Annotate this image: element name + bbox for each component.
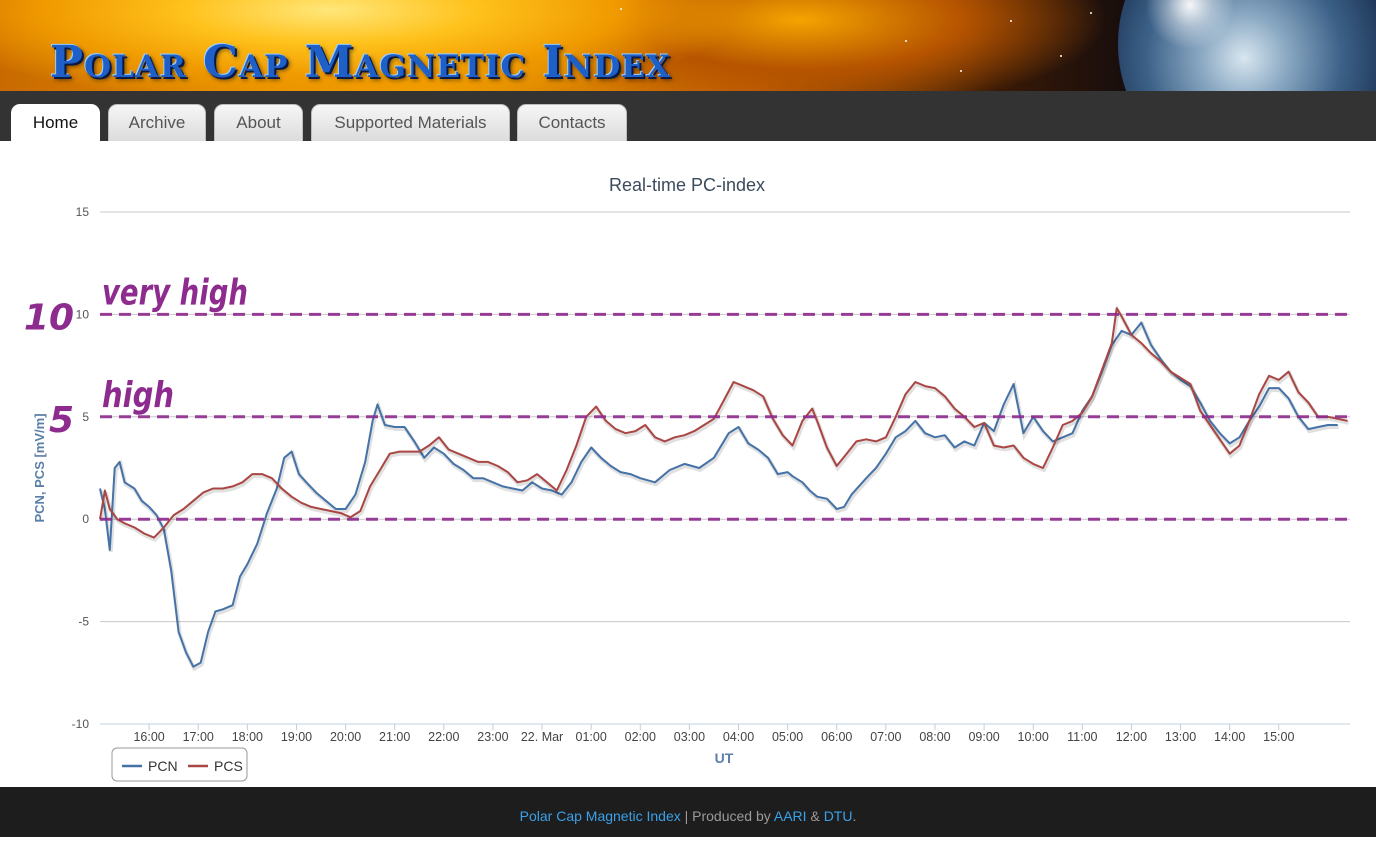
y-tick-label: 10 — [76, 307, 90, 321]
footer: Polar Cap Magnetic Index | Produced by A… — [0, 787, 1376, 837]
x-tick-label: 18:00 — [232, 730, 263, 744]
footer-amp: & — [806, 808, 824, 824]
x-tick-label: 07:00 — [870, 730, 901, 744]
x-tick-label: 20:00 — [330, 730, 361, 744]
series-shadow-pcn — [99, 320, 1339, 672]
tab-contacts[interactable]: Contacts — [517, 104, 627, 141]
header-banner: Polar Cap Magnetic Index — [0, 0, 1376, 91]
x-tick-label: 16:00 — [133, 730, 164, 744]
x-tick-label: 04:00 — [723, 730, 754, 744]
footer-site-link[interactable]: Polar Cap Magnetic Index — [519, 808, 681, 824]
x-tick-label: 17:00 — [183, 730, 214, 744]
y-tick-label: -10 — [72, 717, 90, 731]
main-nav: Home Archive About Supported Materials C… — [0, 91, 1376, 142]
x-axis-title: UT — [715, 750, 734, 766]
series-line-pcs — [99, 307, 1348, 539]
y-tick-label: 15 — [76, 205, 90, 219]
legend-box — [111, 747, 248, 782]
pc-index-chart: Real-time PC-index 15 10 5 0 -5 -10 16:00 17:00 1… — [24, 175, 1350, 782]
footer-dtu-link[interactable]: DTU — [823, 808, 853, 824]
x-tick-label: 21:00 — [379, 730, 410, 744]
y-axis-title: PCN, PCS [mV/m] — [32, 413, 47, 522]
x-tick-label: 15:00 — [1263, 730, 1294, 744]
x-tick-label: 22. Mar — [521, 730, 563, 744]
series-line-pcn — [99, 321, 1338, 668]
x-tick-label: 06:00 — [821, 730, 852, 744]
site-title: Polar Cap Magnetic Index — [50, 37, 671, 88]
y-tick-label: -5 — [78, 615, 89, 629]
y-tick-label: 0 — [82, 512, 89, 526]
threshold-axis-label: 10 — [24, 297, 74, 338]
x-tick-label: 22:00 — [428, 730, 459, 744]
x-tick-label: 14:00 — [1214, 730, 1245, 744]
y-tick-label: 5 — [82, 410, 89, 424]
legend-label-pcs: PCS — [214, 758, 243, 774]
tab-archive[interactable]: Archive — [108, 104, 206, 141]
x-tick-label: 12:00 — [1116, 730, 1147, 744]
footer-end: . — [852, 808, 857, 824]
x-tick-label: 01:00 — [576, 730, 607, 744]
x-tick-label: 11:00 — [1067, 730, 1097, 744]
series-shadow-pcs — [99, 304, 1349, 542]
x-tick-label: 02:00 — [625, 730, 656, 744]
legend-label-pcn: PCN — [148, 758, 178, 774]
x-tick-label: 19:00 — [281, 730, 312, 744]
x-tick-label: 05:00 — [772, 730, 803, 744]
threshold-label: high — [102, 375, 174, 416]
threshold-label: very high — [102, 272, 248, 313]
chart-container: Real-time PC-index 15 10 5 0 -5 -10 16:00 17:00 1… — [0, 141, 1376, 787]
tab-home[interactable]: Home — [11, 104, 100, 142]
chart-title: Real-time PC-index — [609, 175, 765, 195]
x-tick-label: 03:00 — [674, 730, 705, 744]
tab-about[interactable]: About — [214, 104, 303, 141]
x-tick-label: 08:00 — [919, 730, 950, 744]
x-tick-label: 09:00 — [968, 730, 999, 744]
x-tick-label: 13:00 — [1165, 730, 1196, 744]
footer-aari-link[interactable]: AARI — [773, 808, 807, 824]
threshold-axis-label: 5 — [49, 400, 74, 441]
x-tick-label: 23:00 — [477, 730, 508, 744]
tab-supported-materials[interactable]: Supported Materials — [311, 104, 510, 141]
x-tick-label: 10:00 — [1018, 730, 1049, 744]
footer-produced-by: | Produced by — [680, 808, 774, 824]
